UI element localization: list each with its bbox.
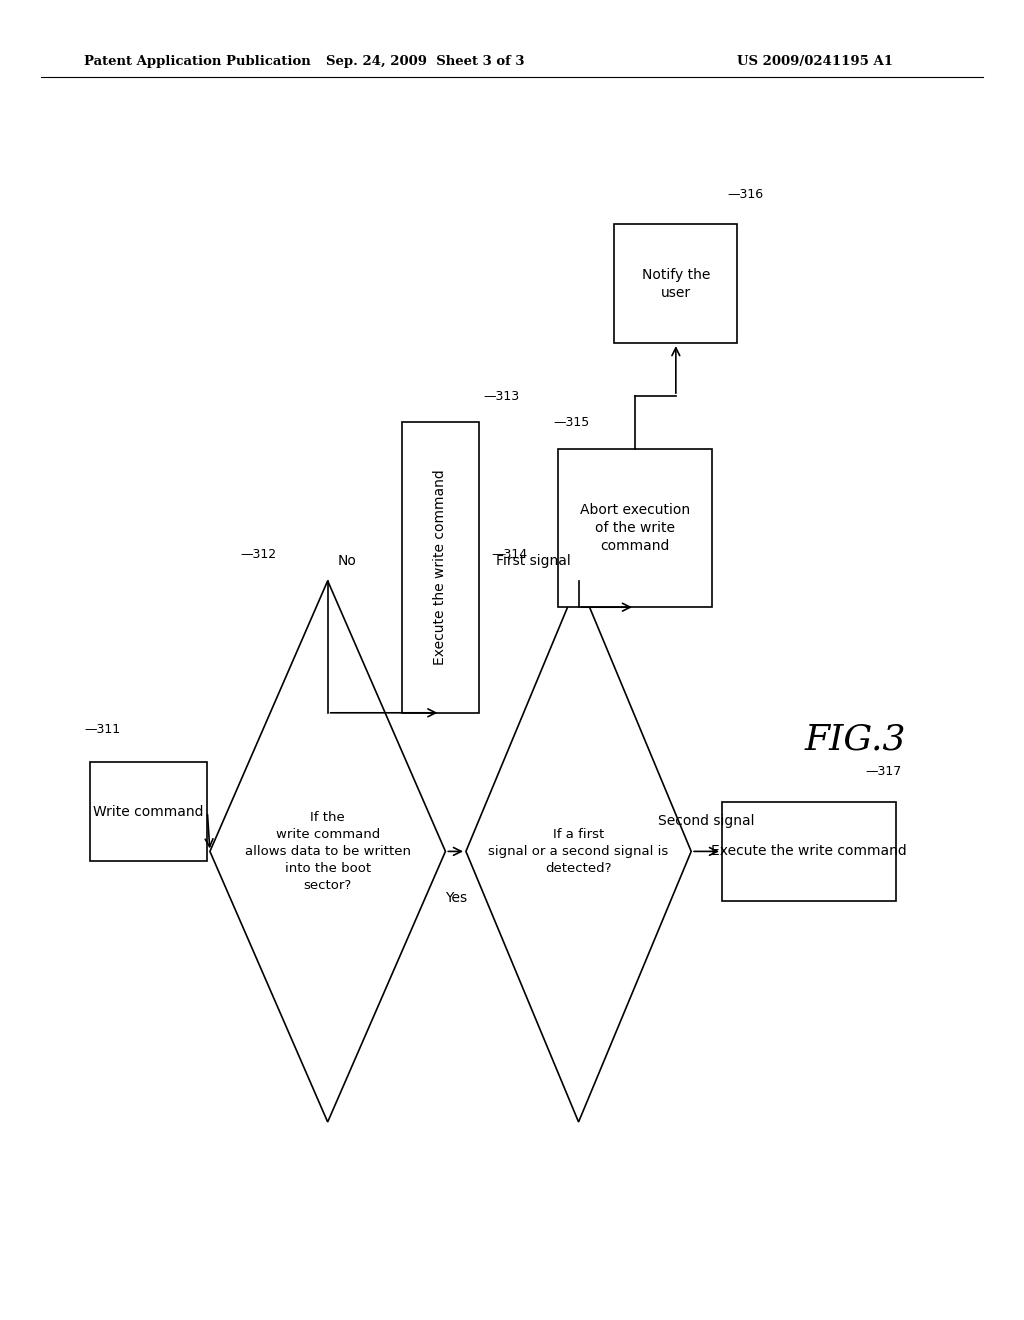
- FancyBboxPatch shape: [614, 224, 737, 343]
- Text: Second signal: Second signal: [658, 813, 755, 828]
- Text: Execute the write command: Execute the write command: [711, 845, 907, 858]
- Text: Yes: Yes: [444, 891, 467, 906]
- Text: First signal: First signal: [496, 553, 570, 568]
- Text: Notify the
user: Notify the user: [642, 268, 710, 300]
- Text: Write command: Write command: [93, 805, 204, 818]
- Text: —316: —316: [727, 187, 763, 201]
- Text: If the
write command
allows data to be written
into the boot
sector?: If the write command allows data to be w…: [245, 810, 411, 892]
- FancyBboxPatch shape: [401, 422, 479, 713]
- Polygon shape: [466, 581, 691, 1122]
- Text: —312: —312: [241, 548, 276, 561]
- FancyBboxPatch shape: [90, 762, 207, 861]
- Text: If a first
signal or a second signal is
detected?: If a first signal or a second signal is …: [488, 828, 669, 875]
- Text: Execute the write command: Execute the write command: [433, 470, 447, 665]
- Text: No: No: [338, 553, 356, 568]
- Text: Patent Application Publication: Patent Application Publication: [84, 55, 310, 69]
- Text: —315: —315: [553, 416, 589, 429]
- Text: —317: —317: [865, 766, 901, 777]
- Text: —313: —313: [483, 389, 520, 403]
- Text: Sep. 24, 2009  Sheet 3 of 3: Sep. 24, 2009 Sheet 3 of 3: [326, 55, 524, 69]
- Text: —311: —311: [84, 723, 121, 737]
- Polygon shape: [210, 581, 445, 1122]
- Text: Abort execution
of the write
command: Abort execution of the write command: [580, 503, 690, 553]
- FancyBboxPatch shape: [722, 801, 896, 900]
- Text: —314: —314: [492, 548, 527, 561]
- Text: FIG.3: FIG.3: [804, 722, 906, 756]
- FancyBboxPatch shape: [558, 449, 712, 607]
- Text: US 2009/0241195 A1: US 2009/0241195 A1: [737, 55, 893, 69]
